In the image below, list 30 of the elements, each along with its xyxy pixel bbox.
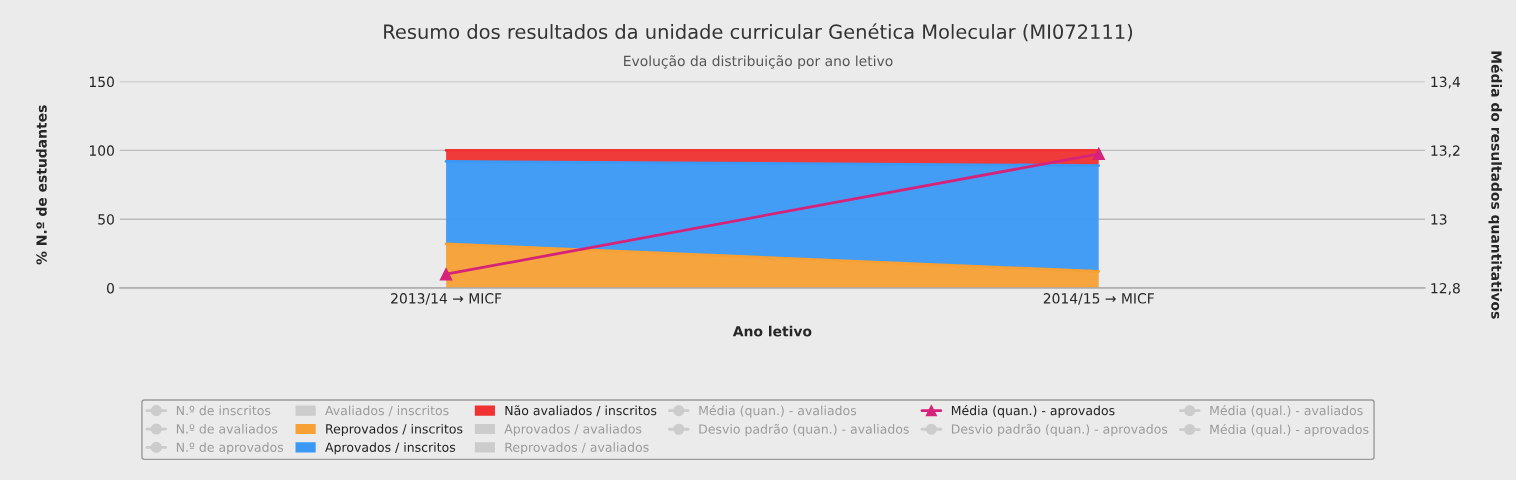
chart-title: Resumo dos resultados da unidade curricular Genética Molecular (MI072111): [384, 23, 1133, 42]
legend-label: Média (quan.) - avaliados: [699, 405, 857, 418]
y-tick-label: 100: [89, 145, 114, 156]
x-axis-title: Ano letivo: [732, 325, 812, 337]
chart-subtitle: Evolução da distribuição por ano letivo: [624, 55, 893, 69]
y-tick-label: 150: [89, 76, 114, 88]
legend-label: Aprovados / inscritos: [325, 442, 456, 455]
y-axis-title: % N.º de estudantes: [36, 105, 47, 265]
y2-tick-label: 13: [1431, 214, 1447, 225]
legend-label: Desvio padrão (quan.) - aprovados: [951, 423, 1168, 437]
legend-label: Média (qual.) - aprovados: [1210, 423, 1369, 437]
y2-tick-label: 13,2: [1431, 145, 1460, 158]
legend-label: Aprovados / avaliados: [504, 423, 642, 436]
legend-label: Avaliados / inscritos: [325, 405, 449, 417]
y-tick-label: 50: [98, 214, 114, 225]
legend-label: Desvio padrão (quan.) - avaliados: [699, 423, 909, 437]
y2-tick-label: 12,8: [1431, 282, 1460, 295]
legend-label: Reprovados / avaliados: [505, 442, 649, 455]
y2-tick-label: 13,4: [1431, 76, 1461, 89]
legend-label: N.º de avaliados: [176, 423, 278, 434]
legend-label: Não avaliados / inscritos: [505, 405, 657, 417]
legend-label: Média (qual.) - avaliados: [1210, 405, 1363, 418]
legend-label: Média (quan.) - aprovados: [951, 405, 1115, 418]
y2-axis-title: Média do resultados quantitativos: [1488, 51, 1503, 319]
y-tick-label: 0: [106, 282, 114, 294]
legend-label: N.º de aprovados: [176, 442, 284, 455]
legend-label: Reprovados / inscritos: [326, 423, 463, 436]
legend-label: N.º de inscritos: [176, 405, 271, 416]
x-tick-label: 2013/14 → MICF: [391, 293, 502, 305]
x-tick-label: 2014/15 → MICF: [1043, 293, 1154, 305]
